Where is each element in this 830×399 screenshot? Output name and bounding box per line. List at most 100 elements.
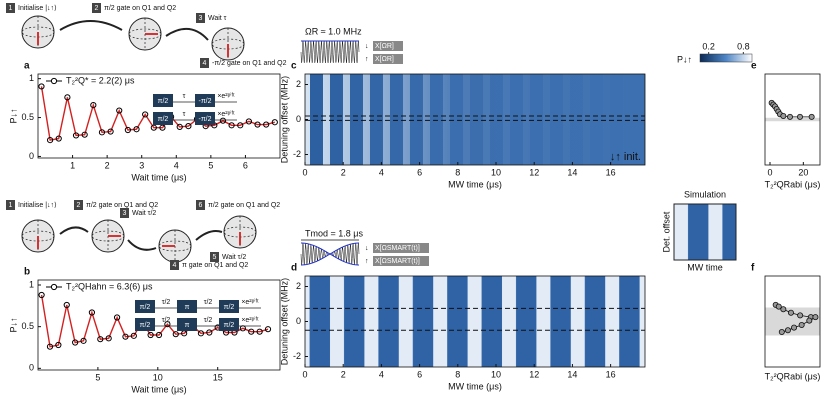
data-point <box>88 309 96 316</box>
y-tick-label: -2 <box>293 149 301 159</box>
data-point <box>780 306 787 313</box>
data-point <box>206 329 213 336</box>
gate-box <box>219 300 239 313</box>
colorbar-tick-label: 0.8 <box>737 41 750 51</box>
step-text: π/2 gate on Q1 and Q2 <box>104 5 176 12</box>
step-text: -π/2 gate on Q1 and Q2 <box>212 60 287 67</box>
plot-frame <box>37 279 281 371</box>
data-point <box>98 129 106 136</box>
step-number: 5 <box>213 254 217 261</box>
step-number: 4 <box>173 262 177 269</box>
envelope <box>301 242 359 266</box>
step-number: 2 <box>95 5 99 12</box>
gate-label: π/2 <box>224 304 235 311</box>
data-point <box>237 122 244 129</box>
data-point <box>787 113 794 120</box>
data-point <box>72 132 80 139</box>
data-point <box>130 332 137 339</box>
x-tick-label: 1 <box>70 160 75 170</box>
data-point <box>172 331 179 338</box>
data-point <box>81 131 88 138</box>
data-point <box>97 336 104 343</box>
x-tick-label: 2 <box>105 160 110 170</box>
data-point <box>155 331 163 339</box>
x-tick-label: 10 <box>491 167 501 177</box>
panel-letter: a <box>24 61 30 72</box>
data-point <box>775 303 782 310</box>
gate-box <box>177 300 197 313</box>
gate-box <box>219 318 239 331</box>
panel-letter: d <box>291 263 297 274</box>
x-tick-label: 6 <box>243 160 248 170</box>
data-point <box>142 111 149 118</box>
step-badge <box>74 200 83 210</box>
data-point <box>116 107 123 114</box>
sequence-label: ×e²ᵖⁱᶠᵗ <box>217 110 235 118</box>
x-tick-label: 16 <box>606 167 616 177</box>
y-axis-label: P↓↑ <box>8 317 18 332</box>
y-tick-label: 1 <box>29 73 34 83</box>
step-text: π/2 gate on Q1 and Q2 <box>86 202 158 209</box>
data-point <box>63 301 70 309</box>
panel-letter: e <box>751 61 757 72</box>
x-tick-label: 16 <box>606 369 616 379</box>
step-badge <box>210 252 219 262</box>
data-point <box>798 321 805 328</box>
x-axis-label: T₂²QRabi (μs) <box>765 179 821 189</box>
sequence-label: τ/2 <box>204 317 213 324</box>
step-text: π gate on Q1 and Q2 <box>182 262 248 269</box>
x-tick-label: 14 <box>567 369 577 379</box>
step-badge <box>120 208 129 218</box>
legend-marker <box>50 283 58 291</box>
sequence-label: τ <box>183 111 186 118</box>
x-tick-label: 4 <box>379 167 384 177</box>
gate-label: π/2 <box>158 116 169 123</box>
legend-marker <box>50 77 58 85</box>
sequence-label: τ/2 <box>162 317 171 324</box>
data-point <box>46 343 54 350</box>
y-axis-label: Detuning offset (MHz) <box>279 76 289 163</box>
x-tick-label: 2 <box>341 167 346 177</box>
x-tick-label: 2 <box>341 369 346 379</box>
data-point <box>797 312 804 319</box>
data-point <box>780 113 787 120</box>
x-tick-label: 5 <box>208 160 213 170</box>
heatmap-fade <box>305 74 645 165</box>
y-tick-label: 0.5 <box>21 112 34 122</box>
data-point <box>263 121 270 128</box>
data-point <box>147 331 154 339</box>
x-tick-label: 4 <box>174 160 179 170</box>
step-arrow <box>59 20 123 31</box>
gate-label: π <box>185 304 190 311</box>
pulse-box <box>373 41 403 51</box>
heatmap <box>305 276 645 367</box>
data-point <box>72 339 79 346</box>
gate-box <box>135 300 155 313</box>
data-point <box>797 113 804 120</box>
inset-ylabel: Det. offset <box>661 211 671 252</box>
data-point <box>791 324 798 331</box>
data-point <box>133 126 140 133</box>
data-point <box>228 122 235 129</box>
step-arrow <box>127 239 157 251</box>
panel-letter: b <box>24 267 30 278</box>
y-tick-label: 0 <box>296 114 301 124</box>
y-tick-label: 0 <box>29 363 34 373</box>
step-number: 6 <box>199 202 203 209</box>
data-point <box>808 113 815 120</box>
data-point <box>271 119 278 126</box>
data-point <box>254 121 261 128</box>
pulse-spin: ↑ <box>365 56 369 63</box>
sequence-label: τ/2 <box>204 299 213 306</box>
data-point <box>38 83 45 90</box>
inset-title: Simulation <box>684 189 726 199</box>
pulse-gate: X[ΩR] <box>375 43 394 50</box>
data-point <box>38 291 45 299</box>
sequence-label: τ <box>183 93 186 100</box>
x-axis-label: Wait time (μs) <box>131 172 186 182</box>
data-point <box>55 341 62 349</box>
x-tick-label: 8 <box>455 369 460 379</box>
drive-label: Tmod = 1.8 μs <box>305 228 363 238</box>
x-tick-label: 4 <box>379 369 384 379</box>
